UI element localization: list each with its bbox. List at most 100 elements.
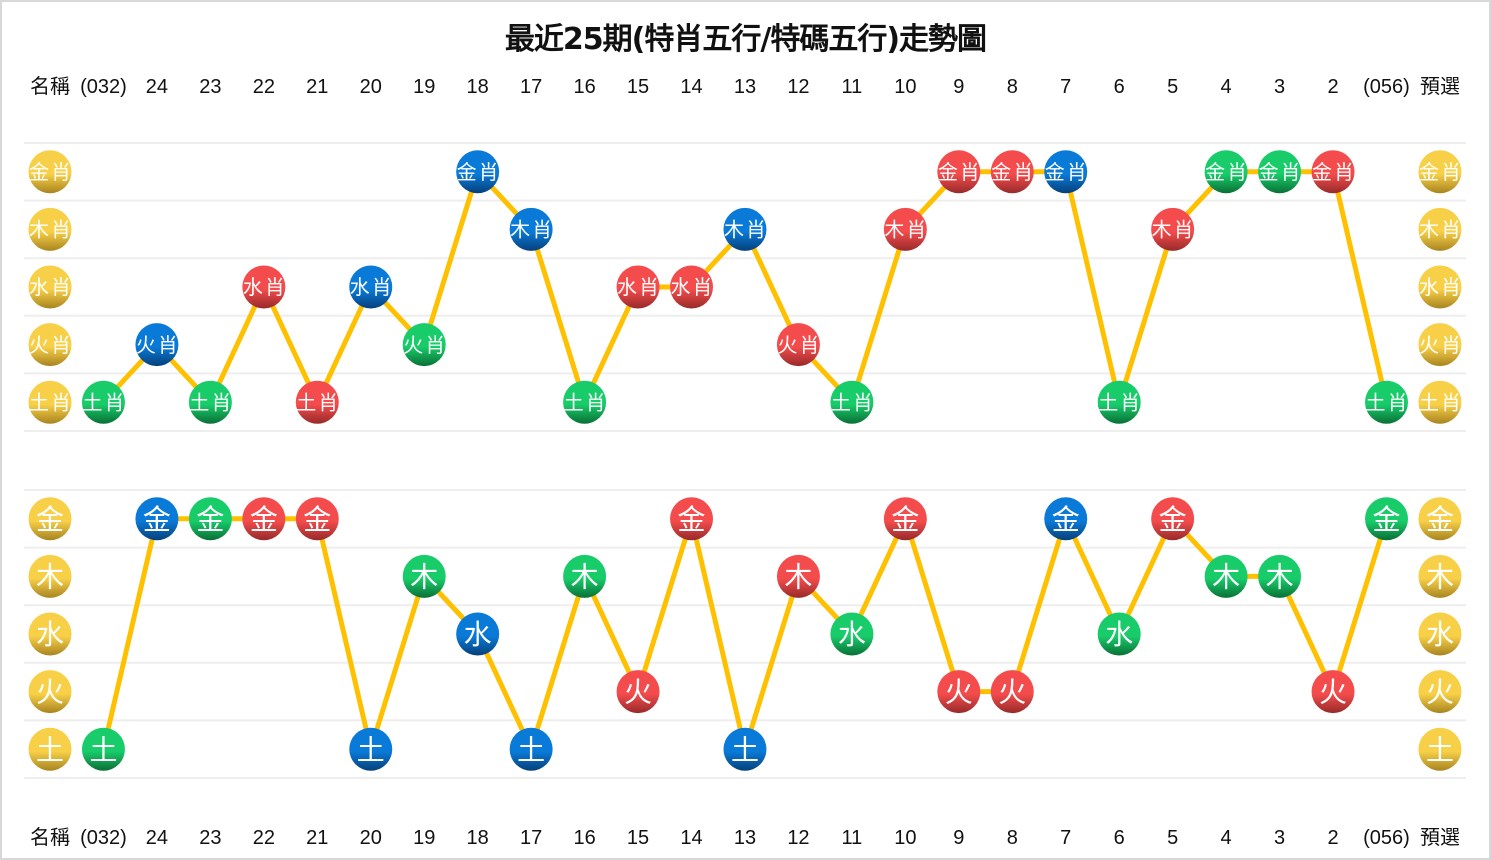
ball-label: 火 — [1426, 676, 1454, 709]
header-column-label: 9 — [953, 76, 964, 98]
ball-circle — [883, 207, 927, 251]
header-column-label: 10 — [894, 76, 916, 98]
ball-label: 火 — [998, 676, 1026, 709]
ball-circle — [1418, 150, 1462, 194]
data-point-ball: 金肖 — [1044, 150, 1088, 194]
data-point-ball: 土肖 — [1365, 380, 1408, 424]
header-column-label: 13 — [734, 76, 756, 98]
data-point-ball: 水 — [456, 612, 500, 656]
ball-circle — [28, 554, 72, 598]
ball-circle — [1044, 150, 1088, 194]
data-point-ball: 土肖 — [830, 380, 874, 424]
data-point-ball: 土肖 — [295, 380, 339, 424]
footer-column-label: (032) — [80, 827, 127, 849]
footer-column-label: 19 — [413, 827, 435, 849]
header-column-label: 4 — [1221, 76, 1232, 98]
data-point-ball: 金肖 — [1311, 150, 1355, 194]
data-point-ball: 金 — [1365, 497, 1408, 541]
ball-label: 木 — [784, 560, 812, 593]
data-point-ball: 金 — [135, 497, 179, 541]
ball-label: 木 — [1426, 560, 1454, 593]
ball-label: 土 — [36, 733, 64, 766]
ball-label: 水 — [1105, 618, 1133, 651]
ball-label: 金 — [250, 503, 278, 536]
ball-circle — [1151, 497, 1195, 541]
ball-circle — [456, 150, 500, 194]
ball-circle — [28, 727, 72, 771]
ball-label: 木 — [1212, 560, 1240, 593]
ball-circle — [1311, 150, 1355, 194]
ball-circle — [1151, 207, 1195, 251]
preselect-ball: 木 — [1418, 554, 1462, 598]
ball-circle — [81, 380, 125, 424]
header-column-label: 12 — [787, 76, 809, 98]
ball-circle — [1418, 554, 1462, 598]
ball-circle — [937, 670, 981, 714]
header-column-label: 18 — [467, 76, 489, 98]
ball-label: 木 — [410, 560, 438, 593]
ball-circle — [135, 497, 179, 541]
ball-circle — [28, 323, 72, 367]
data-point-ball: 金肖 — [1258, 150, 1302, 194]
ball-circle — [28, 612, 72, 656]
ball-circle — [1418, 727, 1462, 771]
data-point-ball: 土肖 — [1097, 380, 1141, 424]
footer-column-label: 11 — [842, 827, 863, 849]
data-point-ball: 金肖 — [1204, 150, 1248, 194]
header-column-label: 5 — [1167, 76, 1178, 98]
header-column-label: 23 — [199, 76, 221, 98]
data-point-ball: 水 — [1097, 612, 1141, 656]
header-column-label: 14 — [680, 76, 702, 98]
header-column-label: 8 — [1007, 76, 1018, 98]
header-column-label: 名稱 — [30, 75, 70, 98]
ball-circle — [1204, 554, 1248, 598]
ball-label: 金 — [891, 503, 919, 536]
footer-column-label: 24 — [146, 827, 168, 849]
ball-label: 金 — [196, 503, 224, 536]
preselect-ball: 土肖 — [1418, 380, 1462, 424]
ball-label: 火 — [945, 676, 973, 709]
ball-circle — [1365, 497, 1408, 541]
ball-label: 水 — [464, 618, 492, 651]
data-point-ball: 金 — [188, 497, 232, 541]
ball-circle — [28, 670, 72, 714]
ball-circle — [1258, 554, 1302, 598]
data-point-ball: 金肖 — [456, 150, 500, 194]
header-column-label: 21 — [306, 76, 328, 98]
ball-label: 火 — [36, 676, 64, 709]
data-point-ball: 金 — [242, 497, 286, 541]
preselect-ball: 金肖 — [1418, 150, 1462, 194]
ball-circle — [883, 497, 927, 541]
data-point-ball: 水肖 — [616, 265, 660, 309]
data-point-ball: 火 — [990, 670, 1034, 714]
ball-label: 木 — [571, 560, 599, 593]
preselect-ball: 木肖 — [1418, 207, 1462, 251]
ball-circle — [776, 323, 820, 367]
ball-label: 火 — [1319, 676, 1347, 709]
data-point-ball: 水肖 — [670, 265, 714, 309]
ball-circle — [1204, 150, 1248, 194]
ball-circle — [242, 497, 286, 541]
footer-column-label: 8 — [1007, 827, 1018, 849]
ball-label: 土 — [731, 733, 759, 766]
footer-column-label: 23 — [199, 827, 221, 849]
preselect-ball: 金 — [1418, 497, 1462, 541]
row-label-ball: 火肖 — [28, 323, 72, 367]
header-column-label: 7 — [1060, 76, 1071, 98]
data-point-ball: 木 — [1204, 554, 1248, 598]
ball-circle — [1418, 323, 1462, 367]
data-point-ball: 火肖 — [135, 323, 179, 367]
ball-circle — [28, 380, 72, 424]
header-column-label: 24 — [146, 76, 168, 98]
ball-circle — [990, 670, 1034, 714]
ball-label: 水 — [838, 618, 866, 651]
data-point-ball: 金肖 — [990, 150, 1034, 194]
data-point-ball: 火 — [616, 670, 660, 714]
trend-line — [101, 516, 1389, 752]
ball-label: 土 — [517, 733, 545, 766]
data-point-ball: 金 — [883, 497, 927, 541]
ball-circle — [188, 497, 232, 541]
row-label-ball: 木肖 — [28, 207, 72, 251]
ball-circle — [1311, 670, 1355, 714]
